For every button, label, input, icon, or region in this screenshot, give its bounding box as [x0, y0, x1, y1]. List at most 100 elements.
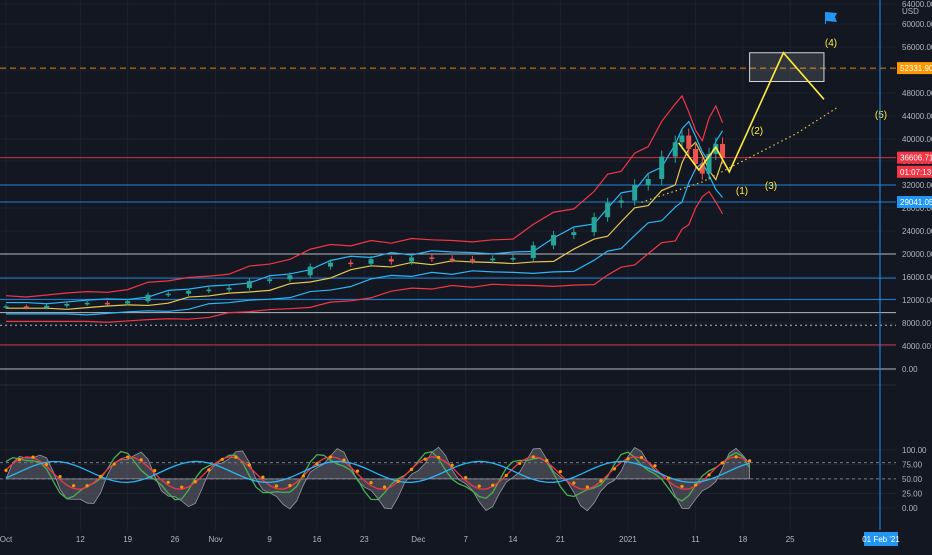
candle[interactable] — [246, 281, 252, 288]
candle[interactable] — [686, 135, 692, 149]
osc-dot — [207, 468, 211, 472]
osc-dot — [720, 461, 725, 465]
candle[interactable] — [186, 290, 192, 294]
osc-dot — [72, 484, 76, 488]
candle[interactable] — [368, 259, 374, 264]
price-tag-label: 01:07:13 — [900, 168, 932, 177]
candle[interactable] — [64, 304, 70, 306]
candle[interactable] — [104, 302, 110, 305]
candle[interactable] — [469, 259, 475, 261]
candle[interactable] — [307, 266, 313, 276]
candle[interactable] — [632, 185, 638, 201]
osc-dot — [4, 468, 8, 473]
price-tag-label: 36606.71 — [900, 154, 932, 163]
candle[interactable] — [125, 301, 131, 304]
candle[interactable] — [605, 202, 611, 218]
price-tag — [897, 165, 932, 178]
candle[interactable] — [226, 287, 232, 290]
osc-axis-label: 100.00 — [902, 446, 927, 455]
wave-label-1: (1) — [736, 186, 748, 197]
candle[interactable] — [348, 262, 354, 265]
osc-blue-line — [5, 460, 750, 484]
candle[interactable] — [591, 217, 597, 233]
osc-dot — [734, 455, 738, 459]
candle[interactable] — [267, 279, 273, 282]
price-axis-panel[interactable] — [896, 0, 932, 550]
candle[interactable] — [530, 245, 536, 259]
price-axis-label: 8000.00 — [902, 319, 931, 328]
wave-label-3: (3) — [765, 181, 777, 192]
candle[interactable] — [679, 135, 685, 143]
candle[interactable] — [165, 293, 171, 296]
candle[interactable] — [510, 258, 516, 260]
price-axis-label: 4000.00 — [902, 342, 931, 351]
osc-axis-label: 50.00 — [902, 475, 923, 484]
candle[interactable] — [145, 294, 151, 302]
osc-dot — [288, 483, 292, 488]
price-tag — [897, 151, 932, 164]
time-axis-label: Dec — [411, 535, 425, 544]
time-axis-label: 16 — [313, 535, 322, 544]
price-axis-label: 32000.00 — [902, 181, 932, 190]
candle[interactable] — [571, 232, 577, 236]
candle[interactable] — [388, 259, 394, 262]
price-axis-label: 16000.00 — [902, 273, 932, 282]
osc-dot — [450, 463, 454, 467]
time-axis-label: 7 — [463, 535, 468, 544]
candle[interactable] — [409, 257, 415, 262]
osc-dot — [382, 485, 387, 489]
osc-dot — [153, 469, 157, 473]
middle-band-line — [6, 141, 724, 310]
candle[interactable] — [720, 143, 726, 158]
osc-dot — [518, 461, 522, 465]
time-axis-label: 18 — [738, 535, 747, 544]
oscillator-axis[interactable]: 100.00 75.00 50.00 25.00 0.00 — [902, 446, 927, 513]
candle[interactable] — [449, 258, 455, 261]
candle[interactable] — [429, 257, 435, 259]
wave-line[interactable] — [677, 51, 825, 174]
flag-icon[interactable] — [825, 12, 837, 24]
candle[interactable] — [645, 179, 651, 185]
candle[interactable] — [551, 235, 557, 246]
price-axis-label: 12000.00 — [902, 296, 932, 305]
osc-dot — [396, 479, 400, 483]
candle[interactable] — [44, 305, 50, 308]
candle[interactable] — [618, 200, 624, 203]
wave-drawing[interactable]: (1) (2) (3) (4) (5) — [641, 38, 887, 203]
lower-inner-band-line — [6, 161, 724, 316]
osc-dot — [599, 479, 603, 483]
time-axis[interactable]: Oct 12 19 26 Nov 9 16 23 Dec 7 14 21 2021 11 18 25 — [0, 535, 795, 544]
candle[interactable] — [287, 275, 293, 280]
osc-dot — [693, 483, 698, 487]
candle[interactable] — [693, 148, 699, 164]
candles[interactable] — [3, 128, 726, 310]
osc-red-line — [5, 456, 750, 490]
time-axis-panel[interactable] — [0, 530, 932, 550]
osc-axis-label: 0.00 — [902, 504, 918, 513]
current-time-tag-label: 01 Feb '21 — [862, 535, 900, 544]
candle[interactable] — [3, 306, 9, 308]
candle[interactable] — [23, 306, 29, 308]
osc-dot — [234, 455, 238, 459]
candle[interactable] — [206, 289, 212, 292]
time-axis-label: 19 — [123, 535, 132, 544]
time-axis-label: 12 — [76, 535, 85, 544]
candle[interactable] — [659, 156, 665, 179]
candle[interactable] — [490, 258, 496, 261]
price-axis-label: 60000.00 — [902, 20, 932, 29]
candle[interactable] — [327, 262, 333, 267]
wave-label-5: (5) — [875, 110, 887, 121]
candle[interactable] — [84, 302, 90, 305]
osc-dot — [342, 458, 346, 462]
time-axis-label: 14 — [509, 535, 518, 544]
time-axis-label: 2021 — [619, 535, 637, 544]
osc-dot — [626, 457, 630, 461]
osc-dot — [180, 485, 184, 489]
candle[interactable] — [706, 153, 712, 174]
candle[interactable] — [699, 164, 705, 174]
price-axis-label: 28000.00 — [902, 204, 932, 213]
price-axis-label: 0.00 — [902, 365, 918, 374]
candle[interactable] — [672, 142, 678, 157]
